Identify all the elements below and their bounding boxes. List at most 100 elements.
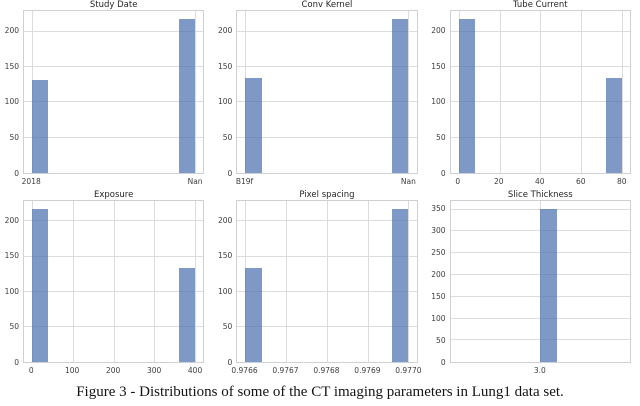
- v-gridline: [195, 201, 197, 362]
- subplot-conv-kernel: Conv Kernel 0 50 100 150 200 B19f Nan: [213, 0, 426, 190]
- v-gridline: [113, 201, 115, 362]
- histogram-bar: [32, 79, 49, 173]
- x-tick-label: 200: [105, 366, 121, 375]
- plot-body: 0 50 100 150 200: [0, 10, 205, 178]
- subplot-title-tube-current: Tube Current: [513, 0, 568, 10]
- x-tick-label: 300: [146, 366, 162, 375]
- v-gridline: [581, 11, 583, 173]
- v-gridline: [408, 201, 410, 362]
- y-tick-label: 100: [4, 286, 19, 296]
- y-axis: 0 50 100 150 200: [213, 200, 236, 366]
- y-axis: 0 50 100 150 200: [213, 10, 236, 177]
- x-tick-label: 20: [494, 177, 504, 186]
- x-tick-label: 60: [576, 177, 586, 186]
- h-gridline: [237, 30, 417, 32]
- x-tick-label: 0.9769: [354, 366, 381, 375]
- y-tick-label: 200: [4, 215, 19, 225]
- x-tick-label: 0.9767: [272, 366, 299, 375]
- x-tick-label: Nan: [400, 177, 416, 186]
- v-gridline: [499, 11, 501, 173]
- h-gridline: [237, 65, 417, 67]
- plot-body: 0 50 100 150 200: [0, 200, 205, 367]
- x-axis: 0.9766 0.9767 0.9768 0.9769 0.9770: [231, 363, 421, 379]
- plot-area: [449, 200, 631, 363]
- plot-body: 0 50 100 150 200 250 300 350: [427, 200, 631, 367]
- histogram-bar: [605, 78, 622, 173]
- x-tick-label: 0.9770: [395, 366, 422, 375]
- x-tick-label: B19f: [235, 177, 254, 186]
- y-tick-label: 0: [227, 358, 233, 367]
- y-tick-label: 100: [4, 97, 19, 107]
- figure-grid: Study Date 0 50 100 150 200 2018 Nan Conv Kernel…: [0, 0, 631, 379]
- h-gridline: [24, 30, 204, 32]
- v-gridline: [326, 201, 328, 362]
- y-tick-label: 0: [227, 169, 233, 178]
- y-tick-label: 50: [9, 322, 19, 332]
- y-tick-label: 100: [217, 97, 233, 107]
- plot-area: [236, 200, 418, 363]
- y-axis: 0 50 100 150 200: [0, 10, 23, 177]
- x-tick-label: 0.9768: [313, 366, 340, 375]
- y-tick-label: 200: [431, 269, 446, 279]
- plot-body: 0 50 100 150 200: [213, 10, 418, 178]
- figure-caption: Figure 3 - Distributions of some of the …: [76, 384, 564, 400]
- v-gridline: [621, 11, 623, 173]
- x-tick-label: 0: [28, 366, 34, 375]
- subplot-pixel-spacing: Pixel spacing 0 50 100 150 200 0.9766 0.9767 0.9…: [213, 190, 426, 379]
- x-tick-label: Nan: [187, 177, 203, 186]
- y-axis: 0 50 100 150 200: [0, 200, 23, 366]
- x-tick-label: 100: [64, 366, 80, 375]
- x-tick-label: 0.9766: [231, 366, 258, 375]
- plot-area: [23, 10, 205, 174]
- y-tick-label: 200: [217, 25, 233, 35]
- y-tick-label: 200: [431, 25, 446, 35]
- y-tick-label: 300: [431, 225, 446, 235]
- subplot-title-pixel-spacing: Pixel spacing: [299, 190, 355, 200]
- y-tick-label: 150: [431, 291, 446, 301]
- y-tick-label: 100: [431, 313, 446, 323]
- y-tick-label: 0: [440, 358, 446, 367]
- histogram-bar: [178, 18, 196, 173]
- x-axis: 0 20 40 60 80: [450, 174, 630, 190]
- h-gridline: [237, 136, 417, 138]
- x-axis: 0 100 200 300 400: [23, 363, 203, 379]
- x-tick-label: 3.0: [533, 366, 546, 375]
- plot-area: [236, 10, 418, 174]
- x-axis: B19f Nan: [236, 174, 416, 190]
- y-axis: 0 50 100 150 200: [427, 10, 450, 177]
- y-tick-label: 250: [431, 247, 446, 257]
- histogram-bar: [392, 18, 409, 173]
- y-tick-label: 150: [217, 251, 233, 261]
- subplot-title-conv-kernel: Conv Kernel: [301, 0, 353, 10]
- x-tick-label: 80: [616, 177, 627, 186]
- histogram-bar: [540, 208, 557, 362]
- v-gridline: [195, 11, 197, 173]
- y-tick-label: 50: [222, 133, 233, 143]
- y-tick-label: 200: [217, 215, 233, 225]
- x-tick-label: 400: [187, 366, 203, 375]
- plot-area: [449, 10, 631, 174]
- subplot-exposure: Exposure 0 50 100 150 200 0 100 200 300 400: [0, 190, 213, 379]
- v-gridline: [154, 201, 156, 362]
- y-axis: 0 50 100 150 200 250 300 350: [427, 200, 450, 366]
- v-gridline: [408, 11, 410, 173]
- v-gridline: [540, 11, 542, 173]
- y-tick-label: 150: [431, 61, 446, 71]
- y-tick-label: 350: [431, 203, 446, 213]
- histogram-bar: [458, 18, 476, 173]
- y-tick-label: 150: [4, 61, 19, 71]
- h-gridline: [24, 136, 204, 138]
- y-tick-label: 150: [4, 251, 19, 261]
- h-gridline: [237, 101, 417, 103]
- histogram-bar: [178, 267, 196, 362]
- subplot-title-slice-thickness: Slice Thickness: [507, 190, 573, 200]
- plot-area: [23, 200, 205, 363]
- histogram-bar: [392, 208, 409, 362]
- x-axis: 2018 Nan: [22, 174, 203, 190]
- y-tick-label: 50: [9, 133, 19, 143]
- y-tick-label: 50: [222, 322, 233, 332]
- histogram-bar: [245, 267, 262, 362]
- x-tick-label: 0: [455, 177, 461, 186]
- x-axis: 3.0: [450, 363, 630, 379]
